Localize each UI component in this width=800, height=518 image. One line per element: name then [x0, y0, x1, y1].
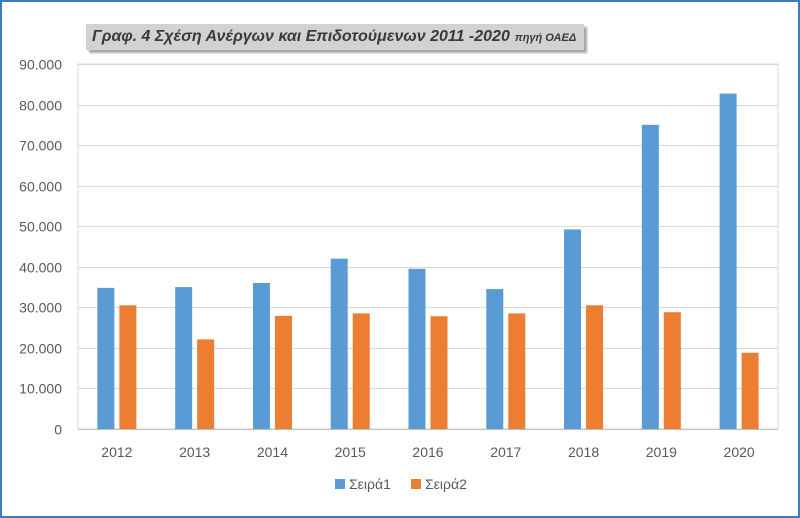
bar-Σειρά2-2016 — [430, 316, 448, 429]
bar-Σειρά2-2012 — [119, 305, 137, 429]
bar-Σειρά2-2013 — [197, 339, 215, 429]
bar-Σειρά1-2015 — [330, 258, 348, 429]
bar-Σειρά2-2014 — [274, 315, 292, 429]
bar-Σειρά1-2019 — [641, 124, 659, 429]
bar-Σειρά1-2020 — [719, 93, 737, 429]
bar-Σειρά1-2013 — [175, 287, 193, 429]
x-tick-label: 2014 — [257, 444, 288, 460]
y-tick-label: 10.000 — [19, 381, 62, 397]
x-tick-label: 2020 — [724, 444, 755, 460]
legend-label: Σειρά2 — [425, 476, 467, 492]
y-tick-label: 60.000 — [19, 179, 62, 195]
x-tick-label: 2019 — [646, 444, 677, 460]
chart-title-box: Γραφ. 4 Σχέση Ανέργων και Επιδοτούμενων … — [86, 24, 585, 50]
y-tick-label: 50.000 — [19, 219, 62, 235]
bar-Σειρά2-2019 — [663, 312, 681, 429]
y-tick-label: 0 — [54, 422, 62, 438]
chart-subtitle: πηγή ΟΑΕΔ — [514, 32, 577, 44]
bar-Σειρά1-2017 — [486, 289, 504, 429]
y-tick-label: 80.000 — [19, 98, 62, 114]
x-tick-label: 2012 — [101, 444, 132, 460]
legend-swatch — [411, 479, 421, 489]
legend-swatch — [335, 479, 345, 489]
x-tick-label: 2013 — [179, 444, 210, 460]
bar-Σειρά2-2020 — [741, 352, 759, 429]
y-tick-label: 30.000 — [19, 300, 62, 316]
x-tick-label: 2015 — [335, 444, 366, 460]
chart-title: Γραφ. 4 Σχέση Ανέργων και Επιδοτούμενων … — [92, 28, 510, 45]
legend-label: Σειρά1 — [349, 476, 391, 492]
bar-Σειρά1-2016 — [408, 268, 426, 429]
bar-Σειρά2-2017 — [508, 313, 526, 429]
bar-Σειρά2-2015 — [352, 313, 370, 429]
y-tick-label: 70.000 — [19, 138, 62, 154]
bar-Σειρά2-2018 — [586, 305, 604, 429]
bar-Σειρά1-2012 — [97, 287, 115, 429]
y-tick-label: 20.000 — [19, 341, 62, 357]
bar-Σειρά1-2014 — [252, 283, 270, 429]
x-tick-label: 2016 — [412, 444, 443, 460]
bar-Σειρά1-2018 — [564, 229, 582, 429]
y-tick-label: 40.000 — [19, 260, 62, 276]
y-tick-label: 90.000 — [19, 57, 62, 73]
x-tick-label: 2018 — [568, 444, 599, 460]
x-tick-label: 2017 — [490, 444, 521, 460]
